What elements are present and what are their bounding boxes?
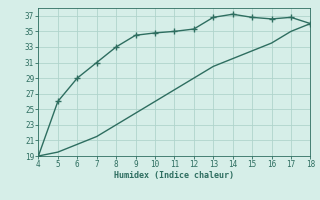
- X-axis label: Humidex (Indice chaleur): Humidex (Indice chaleur): [115, 171, 234, 180]
